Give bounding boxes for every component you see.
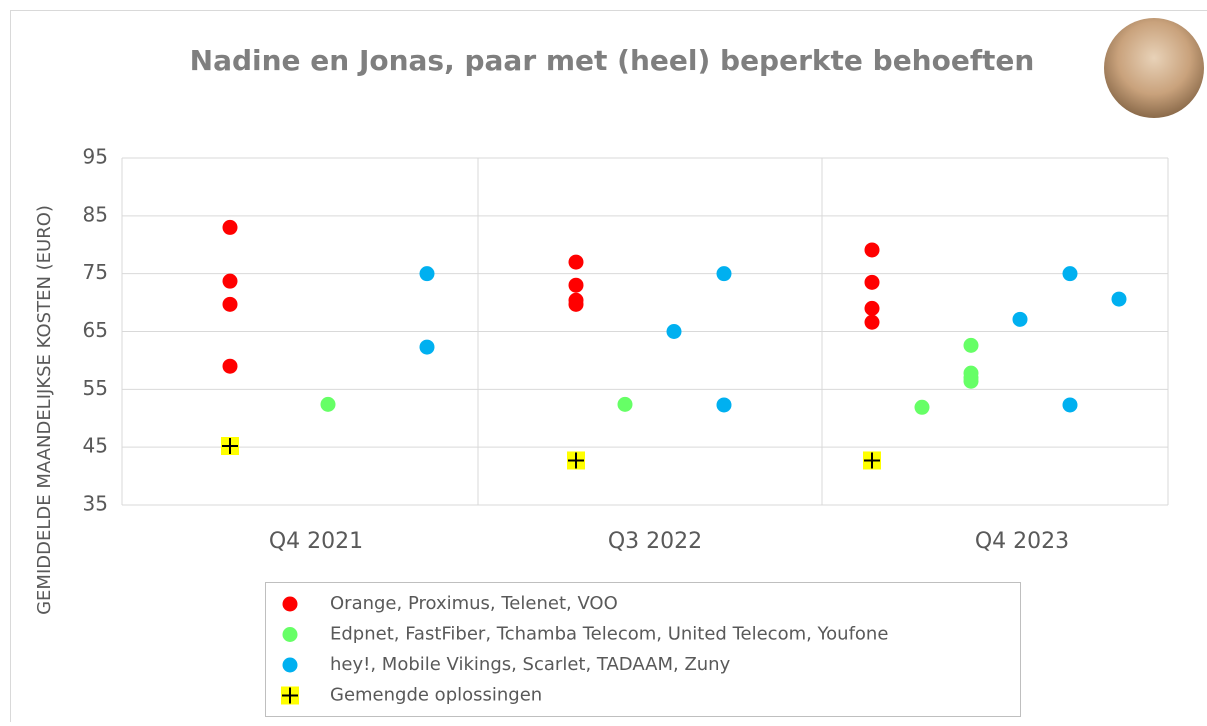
- x-tick-label: Q4 2023: [975, 529, 1069, 554]
- y-tick-label: 85: [83, 202, 108, 226]
- legend-label: Orange, Proximus, Telenet, VOO: [330, 593, 618, 614]
- point: [865, 301, 880, 316]
- point: [1013, 312, 1028, 327]
- legend-marker: [283, 627, 298, 642]
- point: [567, 451, 585, 469]
- chart: Nadine en Jonas, paar met (heel) beperkt…: [0, 0, 1207, 722]
- point: [223, 297, 238, 312]
- point: [1063, 397, 1078, 412]
- point: [964, 374, 979, 389]
- x-tick-label: Q3 2022: [608, 529, 702, 554]
- point: [865, 315, 880, 330]
- y-tick-label: 95: [83, 145, 108, 169]
- point: [1112, 292, 1127, 307]
- point: [667, 324, 682, 339]
- y-tick-label: 75: [83, 260, 108, 284]
- y-tick-label: 65: [83, 318, 108, 342]
- y-tick-label: 45: [83, 434, 108, 458]
- point: [223, 220, 238, 235]
- y-axis-label: GEMIDDELDE MAANDELIJKSE KOSTEN (EURO): [34, 205, 55, 615]
- legend-marker: [283, 597, 298, 612]
- y-tick-label: 55: [83, 376, 108, 400]
- point: [915, 400, 930, 415]
- point: [865, 242, 880, 257]
- legend-label: hey!, Mobile Vikings, Scarlet, TADAAM, Z…: [330, 654, 731, 675]
- point: [717, 397, 732, 412]
- point: [569, 297, 584, 312]
- point: [420, 340, 435, 355]
- point: [321, 397, 336, 412]
- photo: [1104, 18, 1204, 118]
- point: [569, 255, 584, 270]
- legend-marker: [283, 658, 298, 673]
- y-tick-label: 35: [83, 492, 108, 516]
- point: [964, 338, 979, 353]
- point: [221, 437, 239, 455]
- point: [569, 278, 584, 293]
- chart-title: Nadine en Jonas, paar met (heel) beperkt…: [190, 44, 1035, 77]
- point: [863, 451, 881, 469]
- x-tick-label: Q4 2021: [269, 529, 363, 554]
- point: [223, 274, 238, 289]
- point: [865, 275, 880, 290]
- point: [420, 266, 435, 281]
- point: [223, 359, 238, 374]
- point: [618, 397, 633, 412]
- legend-marker: [281, 687, 299, 705]
- legend-label: Gemengde oplossingen: [330, 685, 542, 706]
- point: [717, 266, 732, 281]
- legend-label: Edpnet, FastFiber, Tchamba Telecom, Unit…: [330, 624, 888, 645]
- point: [1063, 266, 1078, 281]
